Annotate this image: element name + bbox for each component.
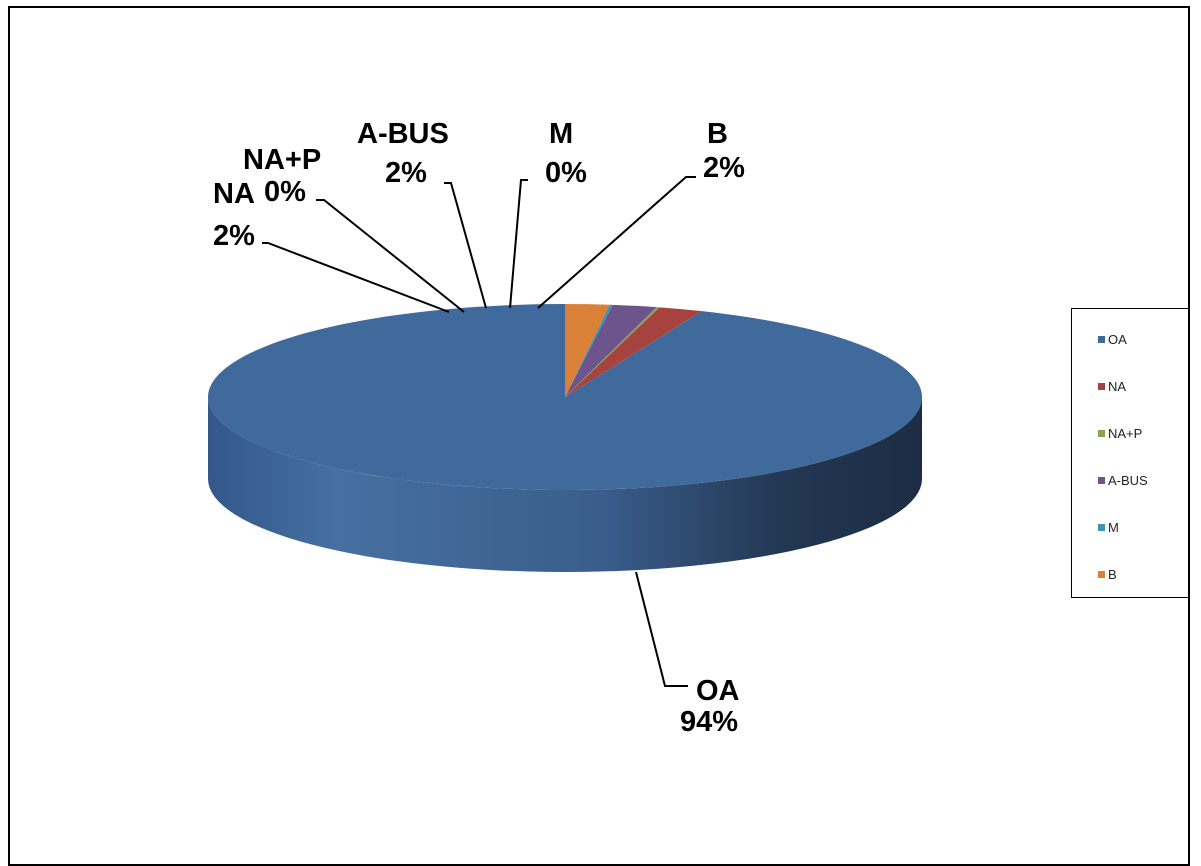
legend-label-B: B [1108, 566, 1117, 582]
data-label-value-NA+P: 0% [264, 176, 306, 208]
pie-side-wall-OA [208, 397, 922, 572]
pie-top [208, 304, 922, 490]
data-label-name-NA: NA [213, 178, 255, 210]
legend: OA NA NA+P A-BUS M B [1071, 308, 1189, 598]
data-label-name-OA: OA [696, 675, 740, 707]
legend-swatch-A-BUS [1098, 476, 1105, 484]
legend-swatch-M [1098, 523, 1105, 531]
legend-item-OA: OA [1098, 331, 1127, 347]
data-label-value-M: 0% [545, 157, 587, 189]
legend-swatch-B [1098, 570, 1105, 578]
data-label-value-A-BUS: 2% [385, 157, 427, 189]
leader-line-B [537, 176, 696, 309]
leader-line-OA [635, 571, 688, 687]
legend-swatch-NA+P [1098, 429, 1105, 437]
pie-slice-NA [565, 307, 702, 397]
data-label-value-B: 2% [703, 152, 745, 184]
leader-line-NA+P [316, 199, 465, 313]
data-label-name-A-BUS: A-BUS [357, 118, 449, 150]
data-label-name-NA+P: NA+P [243, 144, 321, 176]
data-label-name-M: M [549, 118, 573, 150]
legend-label-OA: OA [1108, 331, 1127, 347]
legend-swatch-NA [1098, 382, 1105, 390]
pie-side [208, 397, 922, 572]
pie-slice-B [565, 304, 610, 397]
legend-item-M: M [1098, 519, 1119, 535]
legend-item-NA+P: NA+P [1098, 425, 1142, 441]
leader-lines [262, 176, 696, 687]
legend-label-M: M [1108, 519, 1119, 535]
leader-line-A-BUS [444, 182, 487, 309]
legend-swatch-OA [1098, 335, 1105, 343]
legend-label-A-BUS: A-BUS [1108, 472, 1148, 488]
data-label-name-B: B [707, 118, 728, 150]
pie-slice-A-BUS [565, 304, 657, 397]
legend-item-NA: NA [1098, 378, 1126, 394]
data-label-value-NA: 2% [213, 220, 255, 252]
data-label-value-OA: 94% [680, 706, 738, 738]
leader-line-M [509, 179, 528, 309]
leader-line-NA [262, 242, 450, 313]
legend-item-A-BUS: A-BUS [1098, 472, 1148, 488]
pie-slice-M [565, 304, 613, 397]
pie-slice-NA+P [565, 307, 660, 397]
legend-item-B: B [1098, 566, 1117, 582]
legend-label-NA+P: NA+P [1108, 425, 1143, 441]
legend-label-NA: NA [1108, 378, 1127, 394]
